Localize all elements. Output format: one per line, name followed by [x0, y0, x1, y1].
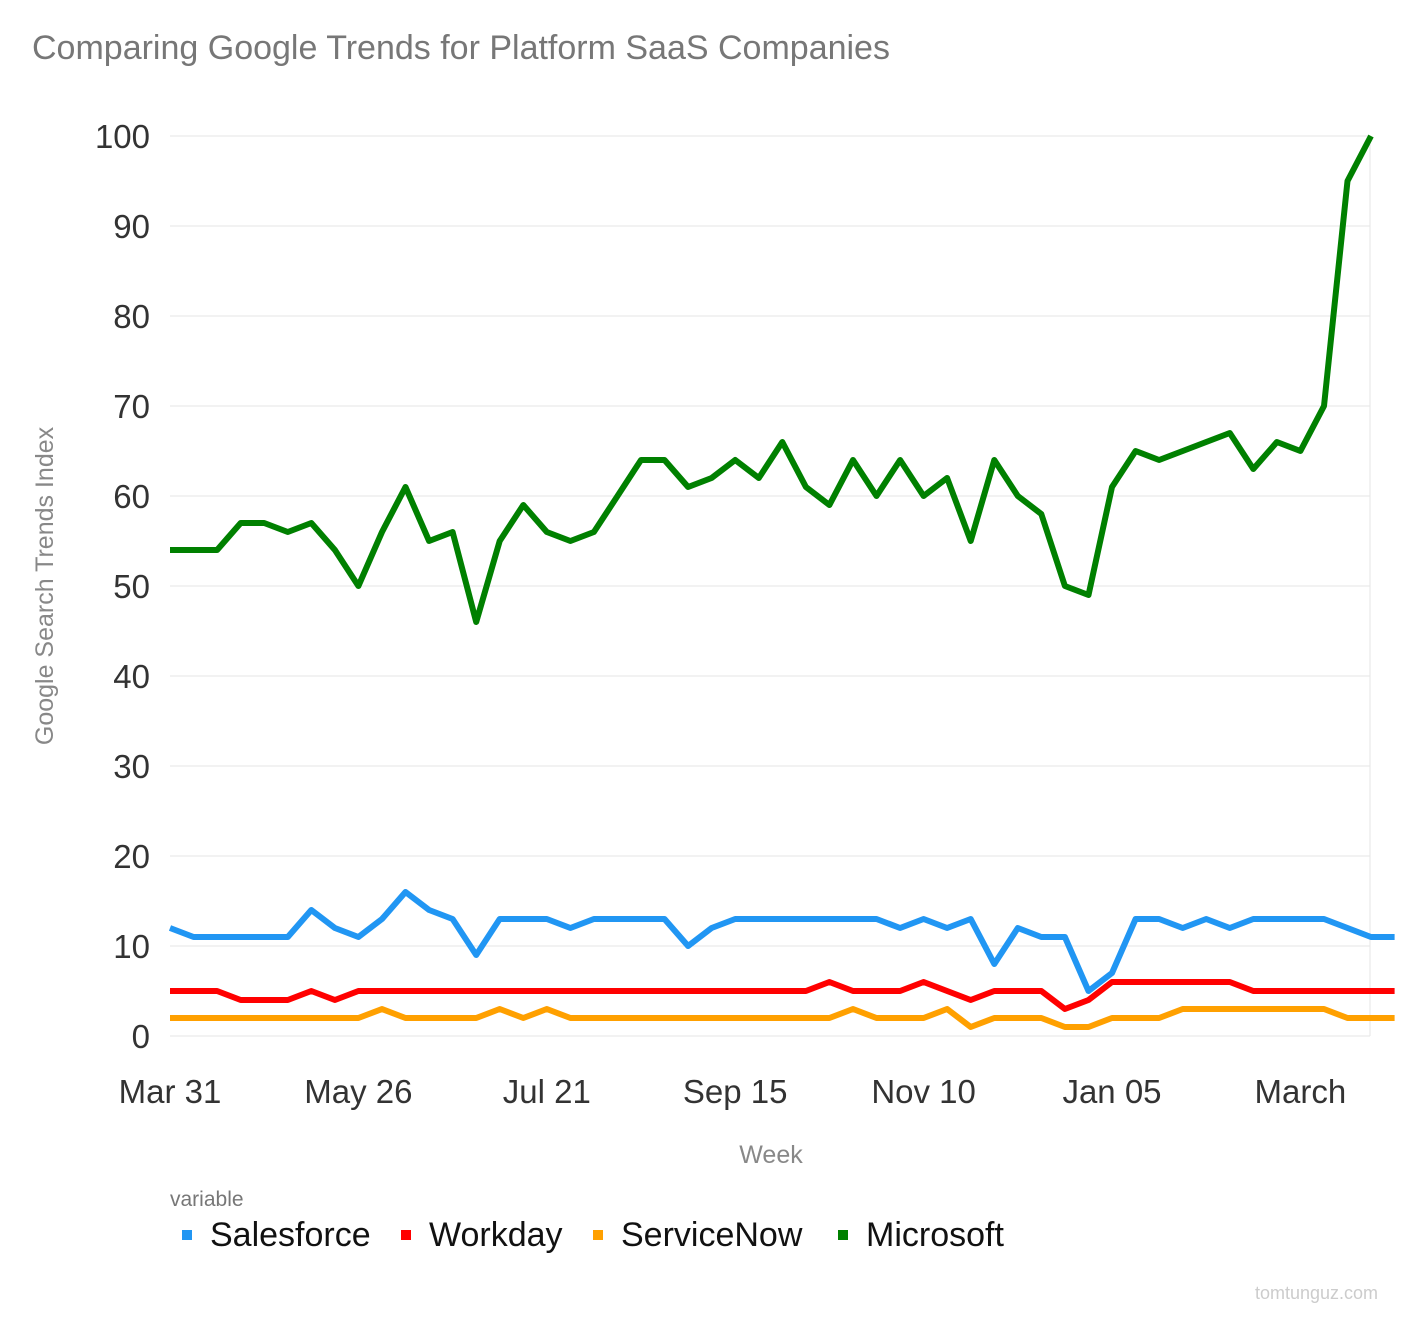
legend-label-servicenow: ServiceNow: [621, 1216, 803, 1254]
legend-title: variable: [170, 1188, 244, 1211]
y-tick-label: 90: [113, 208, 150, 245]
y-tick-label: 60: [113, 478, 150, 515]
x-tick-label: Mar 31: [119, 1073, 222, 1110]
legend-swatch-microsoft: [838, 1230, 848, 1240]
y-tick-label: 80: [113, 298, 150, 335]
legend-label-salesforce: Salesforce: [210, 1216, 371, 1254]
y-tick-label: 100: [95, 118, 150, 155]
series-line-servicenow: [170, 1006, 1395, 1030]
y-tick-label: 40: [113, 658, 150, 695]
x-tick-label: Sep 15: [683, 1073, 788, 1110]
legend-label-workday: Workday: [429, 1216, 563, 1254]
y-axis-label: Google Search Trends Index: [31, 426, 59, 745]
legend-swatch-servicenow: [593, 1230, 603, 1240]
legend-label-microsoft: Microsoft: [866, 1216, 1004, 1254]
x-tick-label: Jan 05: [1062, 1073, 1161, 1110]
series-line-salesforce: [168, 889, 1395, 994]
x-axis-ticks: Mar 31 May 26 Jul 21 Sep 15 Nov 10 Jan 05 Marc…: [119, 1073, 1347, 1110]
x-axis-label: Week: [739, 1141, 803, 1169]
series-lines: [168, 134, 1395, 1030]
y-axis-ticks: 0 10 20 30 40 50 60 70 80 90 100: [95, 118, 150, 1055]
y-tick-label: 10: [113, 928, 150, 965]
legend: Salesforce Workday ServiceNow Microsoft: [182, 1216, 1004, 1254]
x-tick-label: March: [1255, 1073, 1347, 1110]
series-line-microsoft: [170, 134, 1374, 625]
watermark: tomtunguz.com: [1255, 1283, 1378, 1303]
legend-swatch-workday: [401, 1230, 411, 1240]
chart-title: Comparing Google Trends for Platform Saa…: [32, 29, 890, 67]
x-tick-label: Nov 10: [871, 1073, 976, 1110]
x-tick-label: May 26: [304, 1073, 412, 1110]
y-tick-label: 50: [113, 568, 150, 605]
legend-swatch-salesforce: [182, 1230, 192, 1240]
series-line-workday: [170, 979, 1395, 1012]
y-tick-label: 20: [113, 838, 150, 875]
x-tick-label: Jul 21: [503, 1073, 591, 1110]
gridlines: [170, 135, 1371, 1037]
y-tick-label: 0: [132, 1018, 150, 1055]
y-tick-label: 70: [113, 388, 150, 425]
y-tick-label: 30: [113, 748, 150, 785]
